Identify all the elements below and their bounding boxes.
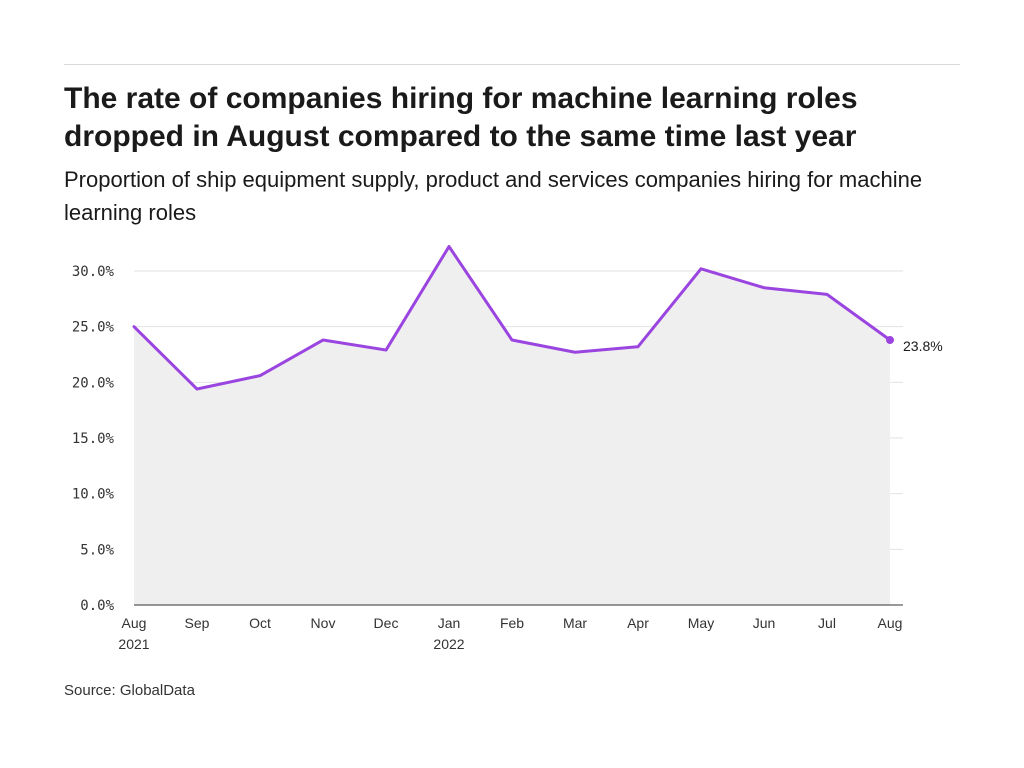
x-tick-label: Dec: [374, 615, 399, 631]
x-tick-label: Oct: [249, 615, 271, 631]
x-tick-label: Mar: [563, 615, 587, 631]
x-axis-ticks: Aug 2021 Sep Oct Nov Dec Jan 2022 Feb Mar Apr May Ju…: [118, 615, 902, 652]
source-note: Source: GlobalData: [64, 682, 195, 699]
x-tick-label: Apr: [627, 615, 649, 631]
y-tick-label: 15.0%: [72, 431, 115, 447]
x-tick-label: Jun: [753, 615, 776, 631]
y-tick-label: 20.0%: [72, 375, 115, 391]
x-tick-label: May: [688, 615, 714, 631]
x-tick-year-label: 2021: [118, 636, 149, 652]
y-tick-label: 5.0%: [80, 542, 114, 558]
x-tick-label: Nov: [311, 615, 336, 631]
y-tick-label: 30.0%: [72, 264, 115, 280]
chart-title: The rate of companies hiring for machine…: [64, 82, 858, 153]
y-tick-label: 25.0%: [72, 320, 115, 336]
x-tick-label: Aug: [878, 615, 903, 631]
x-tick-label: Feb: [500, 615, 524, 631]
y-tick-label: 0.0%: [80, 598, 114, 614]
y-axis-ticks: 0.0% 5.0% 10.0% 15.0% 20.0% 25.0% 30.0%: [72, 264, 115, 614]
x-tick-label: Jan: [438, 615, 461, 631]
x-tick-label: Sep: [185, 615, 210, 631]
chart-subtitle: Proportion of ship equipment supply, pro…: [64, 167, 923, 225]
x-tick-label: Jul: [818, 615, 836, 631]
x-tick-label: Aug: [122, 615, 147, 631]
y-tick-label: 10.0%: [72, 487, 115, 503]
data-points: 23.8%: [886, 336, 943, 354]
end-value-label: 23.8%: [903, 338, 943, 354]
series-line: [132, 245, 892, 391]
top-divider: [64, 64, 960, 65]
last-data-point: [886, 336, 894, 345]
x-tick-year-label: 2022: [433, 636, 464, 652]
area-fill: [134, 246, 890, 606]
